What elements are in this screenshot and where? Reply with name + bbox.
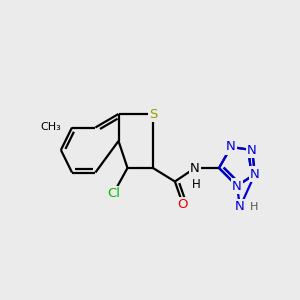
Text: N: N: [235, 200, 245, 214]
Text: H: H: [250, 202, 259, 212]
Text: N: N: [247, 143, 257, 157]
Text: N: N: [250, 167, 260, 181]
Text: N: N: [232, 179, 242, 193]
Text: N: N: [190, 161, 200, 175]
Text: O: O: [178, 198, 188, 211]
Text: Cl: Cl: [107, 187, 120, 200]
Text: CH₃: CH₃: [40, 122, 61, 133]
Text: S: S: [149, 107, 157, 121]
Text: H: H: [192, 178, 201, 191]
Text: N: N: [226, 140, 236, 154]
